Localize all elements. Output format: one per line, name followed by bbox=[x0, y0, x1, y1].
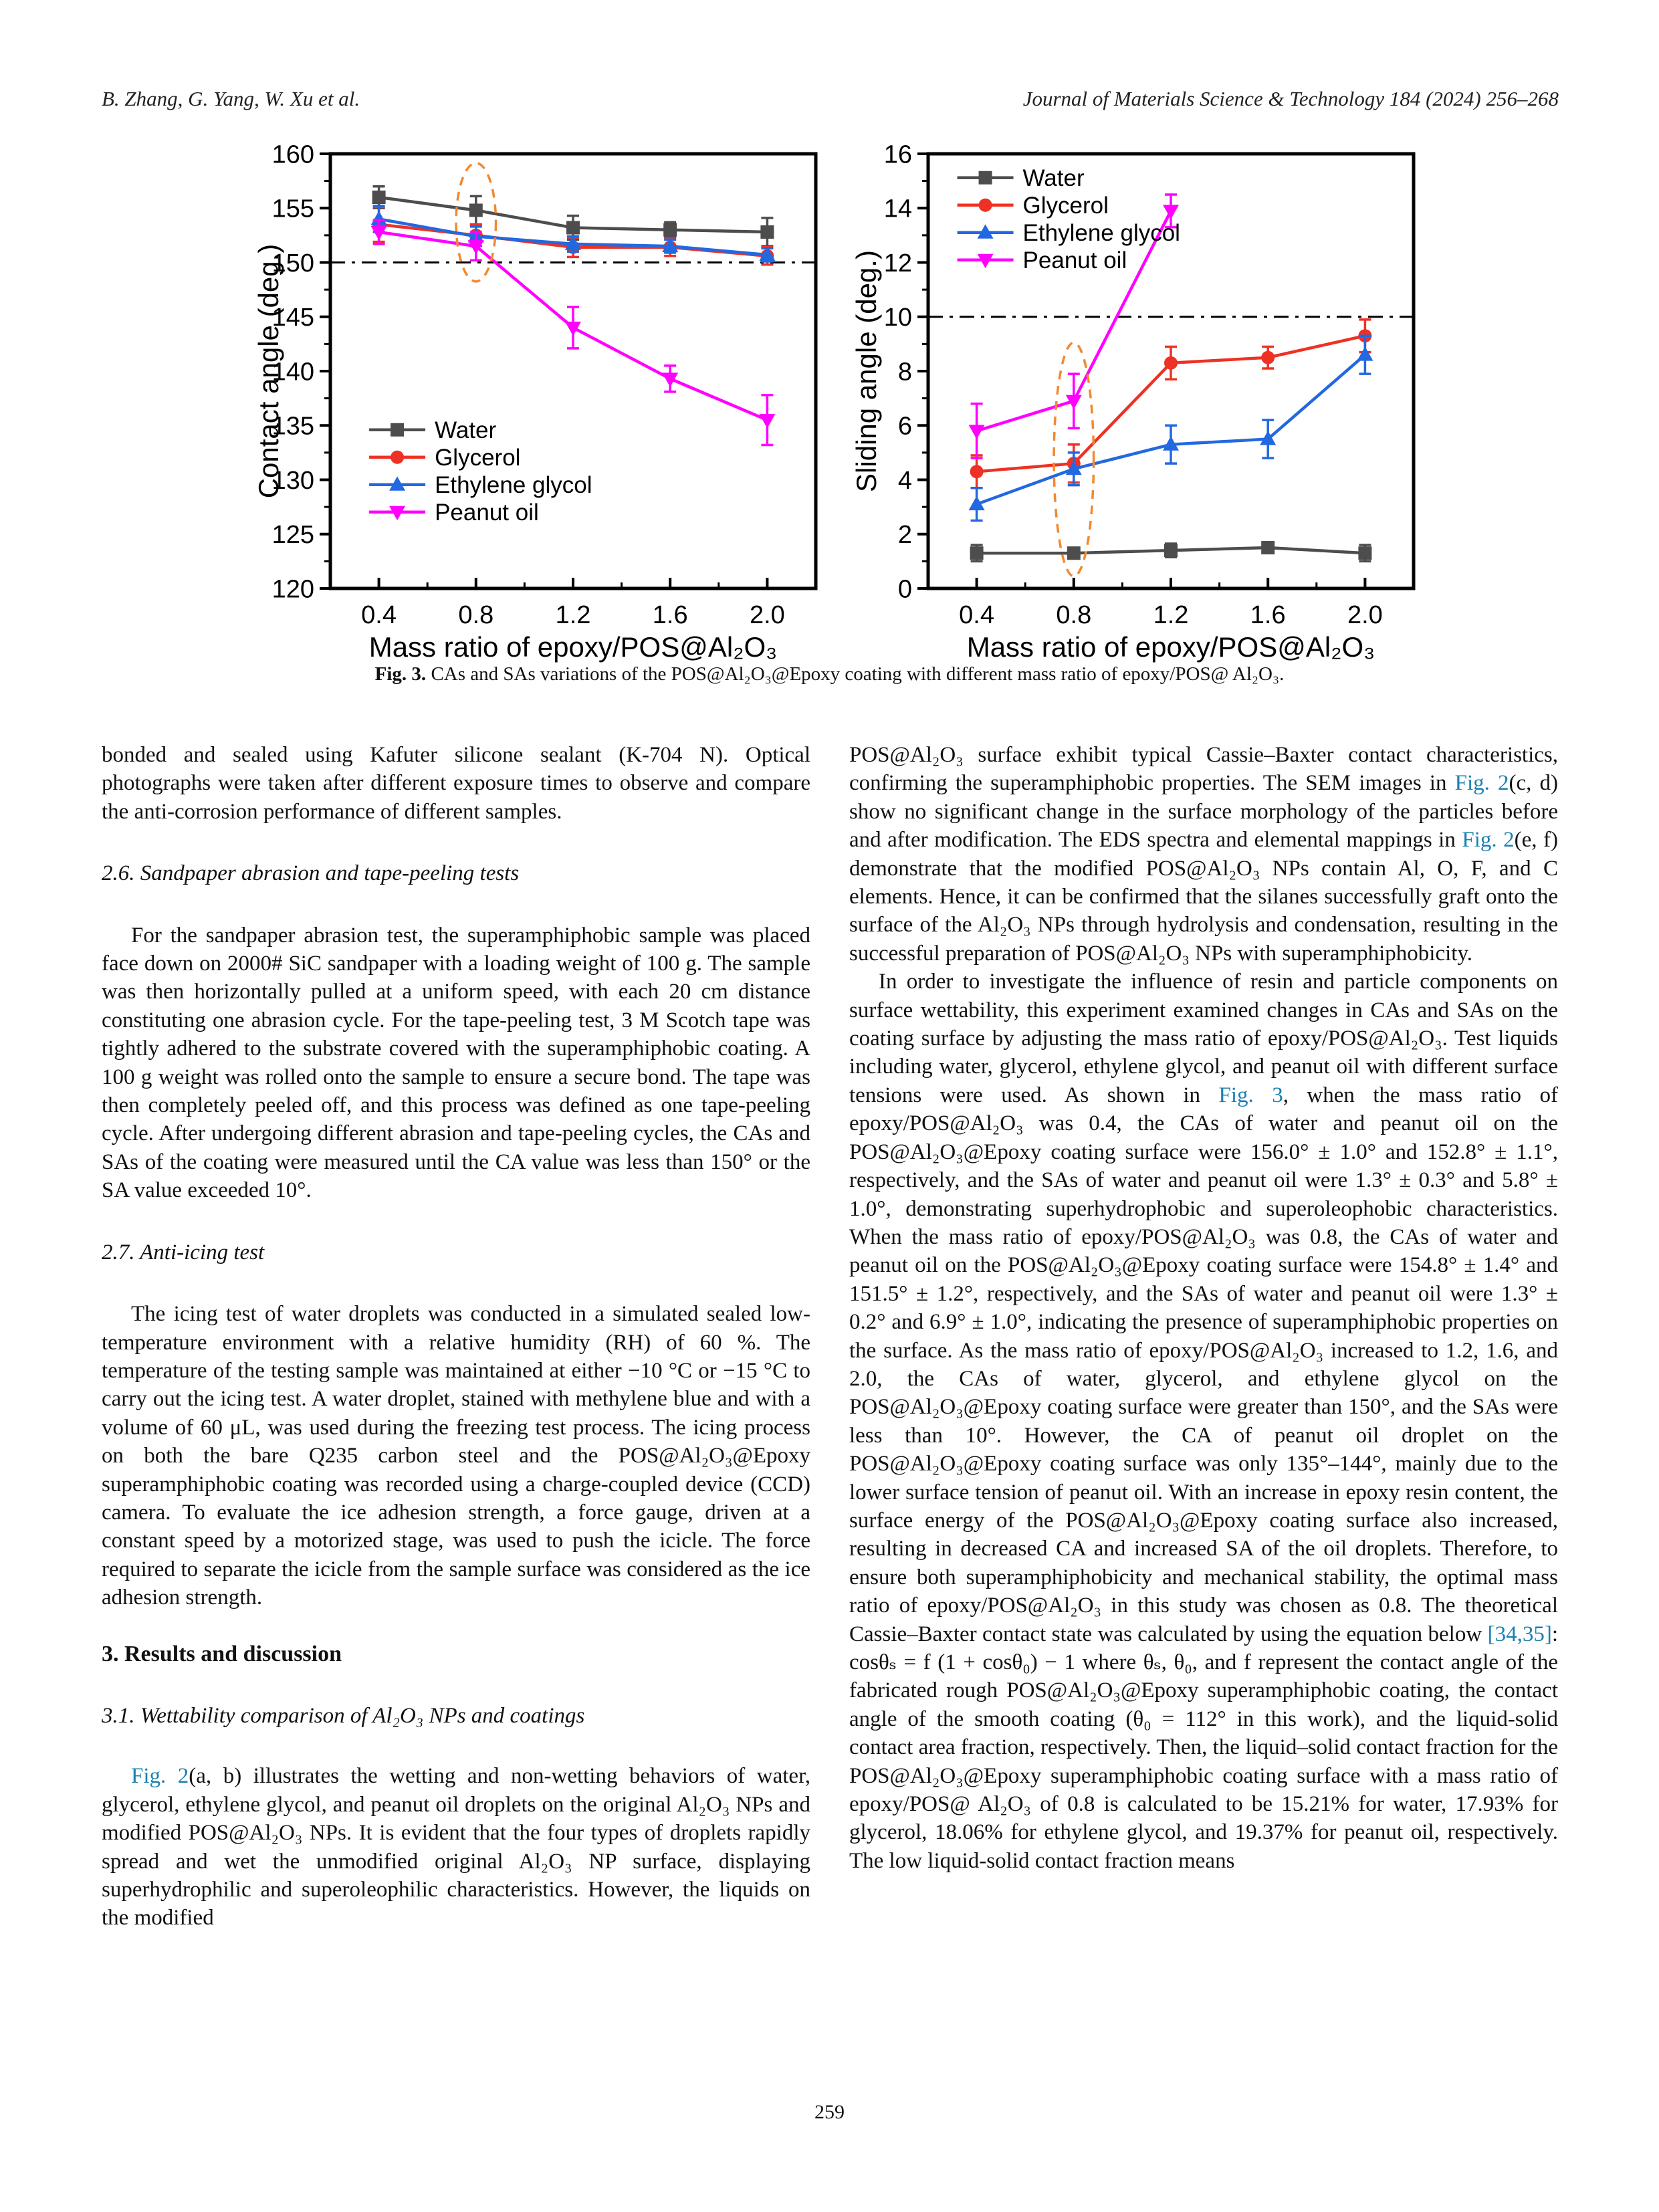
citation-link[interactable]: Fig. 2 bbox=[1454, 771, 1509, 796]
citation-link[interactable]: [34,35] bbox=[1487, 1622, 1552, 1646]
series-peanut-oil bbox=[370, 219, 776, 447]
svg-text:12: 12 bbox=[884, 249, 912, 278]
svg-text:4: 4 bbox=[898, 467, 912, 495]
svg-text:Water: Water bbox=[435, 417, 496, 443]
page-number: 259 bbox=[814, 2101, 845, 2123]
svg-text:Peanut oil: Peanut oil bbox=[1023, 247, 1127, 273]
svg-text:145: 145 bbox=[272, 304, 314, 332]
figure-3: 120 125 130 135 140 145 150 155 160 0.4 0.8 1.2 1.6 2… bbox=[246, 131, 1432, 666]
svg-text:Mass ratio of epoxy/POS@Al₂O₃: Mass ratio of epoxy/POS@Al₂O₃ bbox=[967, 631, 1375, 663]
svg-text:1.2: 1.2 bbox=[1153, 601, 1189, 629]
svg-text:1.6: 1.6 bbox=[1250, 601, 1286, 629]
axes: 120 125 130 135 140 145 150 155 160 0.4 0.8 1.2 1.6 2… bbox=[253, 140, 818, 663]
svg-text:155: 155 bbox=[272, 195, 314, 223]
paragraph: For the sandpaper abrasion test, the sup… bbox=[102, 923, 810, 1203]
series-ethylene-glycol bbox=[968, 334, 1373, 522]
svg-text:Ethylene glycol: Ethylene glycol bbox=[1023, 220, 1180, 246]
svg-text:1.2: 1.2 bbox=[556, 601, 591, 629]
svg-text:10: 10 bbox=[884, 304, 912, 332]
section-heading-2-7: 2.7. Anti-icing test bbox=[102, 1240, 265, 1264]
paragraph: In order to investigate the influence of… bbox=[849, 970, 1558, 1873]
svg-text:Glycerol: Glycerol bbox=[1023, 193, 1109, 219]
svg-text:Contact angle (deg.): Contact angle (deg.) bbox=[253, 244, 284, 499]
svg-text:Mass ratio of epoxy/POS@Al₂O₃: Mass ratio of epoxy/POS@Al₂O₃ bbox=[369, 631, 778, 663]
svg-text:Peanut oil: Peanut oil bbox=[435, 500, 539, 526]
section-heading-3-1: 3.1. Wettability comparison of Al₂O₃ NPs… bbox=[102, 1703, 585, 1728]
svg-text:150: 150 bbox=[272, 249, 314, 278]
section-heading-3: 3. Results and discussion bbox=[102, 1641, 342, 1666]
svg-text:2.0: 2.0 bbox=[1347, 601, 1383, 629]
svg-text:135: 135 bbox=[272, 413, 314, 441]
contact-angle-chart: 120 125 130 135 140 145 150 155 160 0.4 0.8 1.2 1.6 2… bbox=[253, 140, 818, 663]
svg-text:2: 2 bbox=[898, 521, 912, 549]
figure-caption: Fig. 3. CAs and SAs variations of the PO… bbox=[0, 663, 1659, 685]
header-authors: B. Zhang, G. Yang, W. Xu et al. bbox=[102, 87, 360, 110]
svg-text:1.6: 1.6 bbox=[653, 601, 688, 629]
highlight-ellipse bbox=[455, 162, 497, 283]
paragraph: bonded and sealed using Kafuter silicone… bbox=[102, 743, 810, 824]
svg-text:Sliding angle (deg.): Sliding angle (deg.) bbox=[851, 250, 882, 492]
svg-text:0.4: 0.4 bbox=[959, 601, 994, 629]
svg-text:Water: Water bbox=[1023, 165, 1085, 191]
figure-caption-text: CAs and SAs variations of the POS@Al₂O₃@… bbox=[426, 663, 1285, 685]
svg-text:Glycerol: Glycerol bbox=[435, 445, 520, 471]
section-heading-2-6: 2.6. Sandpaper abrasion and tape-peeling… bbox=[102, 861, 520, 886]
svg-text:125: 125 bbox=[272, 521, 314, 549]
figure-caption-label: Fig. 3. bbox=[374, 663, 427, 685]
svg-text:120: 120 bbox=[272, 575, 314, 603]
svg-text:160: 160 bbox=[272, 140, 314, 169]
paragraph: Fig. 2(a, b) illustrates the wetting and… bbox=[102, 1764, 810, 1930]
header-journal-ref: Journal of Materials Science & Technolog… bbox=[1022, 87, 1559, 110]
svg-text:2.0: 2.0 bbox=[750, 601, 785, 629]
series-peanut-oil bbox=[968, 193, 1179, 459]
paragraph: The icing test of water droplets was con… bbox=[102, 1302, 810, 1610]
citation-link[interactable]: Fig. 3 bbox=[1218, 1083, 1283, 1107]
series-water bbox=[970, 541, 1372, 563]
svg-text:0: 0 bbox=[898, 575, 912, 603]
paragraph: POS@Al₂O₃ surface exhibit typical Cassie… bbox=[849, 743, 1559, 966]
svg-text:Ethylene glycol: Ethylene glycol bbox=[435, 472, 592, 498]
svg-text:130: 130 bbox=[272, 467, 314, 495]
citation-link[interactable]: Fig. 2 bbox=[1462, 828, 1515, 853]
svg-text:8: 8 bbox=[898, 358, 912, 386]
svg-text:14: 14 bbox=[884, 195, 912, 223]
svg-text:6: 6 bbox=[898, 413, 912, 441]
svg-text:16: 16 bbox=[884, 140, 912, 169]
svg-text:0.8: 0.8 bbox=[1056, 601, 1091, 629]
page-header: B. Zhang, G. Yang, W. Xu et al. Journal … bbox=[102, 87, 1559, 111]
svg-text:0.4: 0.4 bbox=[361, 601, 397, 629]
highlight-ellipse bbox=[1053, 341, 1095, 578]
svg-text:0.8: 0.8 bbox=[458, 601, 493, 629]
left-column: bonded and sealed using Kafuter silicone… bbox=[102, 741, 810, 1932]
citation-link[interactable]: Fig. 2 bbox=[131, 1764, 189, 1789]
right-column: POS@Al₂O₃ surface exhibit typical Cassie… bbox=[849, 741, 1558, 1875]
svg-text:140: 140 bbox=[272, 358, 314, 386]
